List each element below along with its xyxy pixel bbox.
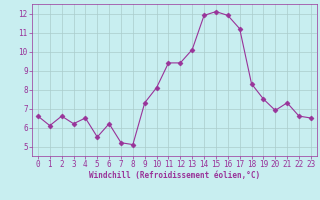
X-axis label: Windchill (Refroidissement éolien,°C): Windchill (Refroidissement éolien,°C) [89,171,260,180]
